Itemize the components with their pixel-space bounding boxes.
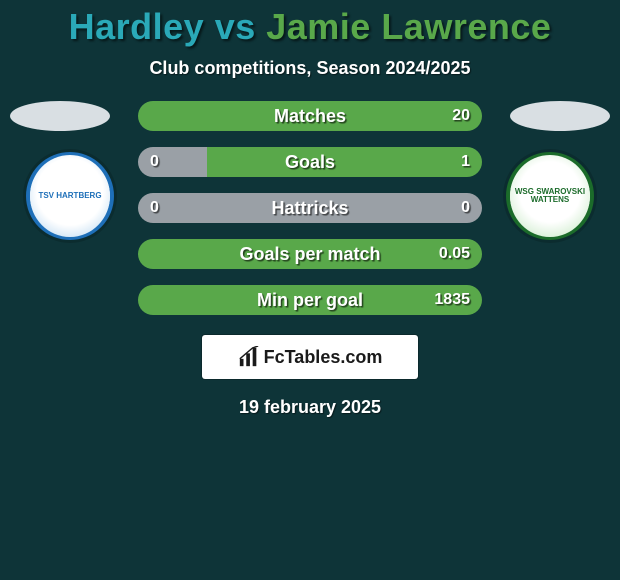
subtitle: Club competitions, Season 2024/2025 <box>0 58 620 79</box>
bar-chart-icon <box>238 346 260 368</box>
stat-value-b: 1835 <box>434 285 470 315</box>
stat-row: Goals per match0.05 <box>138 239 482 269</box>
brand-text: FcTables.com <box>264 347 383 368</box>
club-badge-b: WSG SWAROVSKI WATTENS <box>500 151 600 241</box>
comparison-content: TSV HARTBERG WSG SWAROVSKI WATTENS Match… <box>0 101 620 315</box>
club-badge-a-label: TSV HARTBERG <box>30 155 110 237</box>
stat-value-b: 0.05 <box>439 239 470 269</box>
stat-value-b: 0 <box>461 193 470 223</box>
stat-label: Goals <box>138 147 482 177</box>
stat-row: Hattricks0 0 <box>138 193 482 223</box>
title-player-a: Hardley <box>69 6 205 47</box>
club-badge-b-circle: WSG SWAROVSKI WATTENS <box>506 152 594 240</box>
player-b-ellipse <box>510 101 610 131</box>
page-title: Hardley vs Jamie Lawrence <box>0 0 620 48</box>
stat-rows: Matches20Goals01Hattricks00Goals per mat… <box>138 101 482 315</box>
player-a-ellipse <box>10 101 110 131</box>
stat-value-b: 1 <box>461 147 470 177</box>
stat-row: Min per goal1835 <box>138 285 482 315</box>
stat-row: Matches20 <box>138 101 482 131</box>
footer-date: 19 february 2025 <box>0 397 620 418</box>
stat-value-a: 0 <box>150 147 159 177</box>
stat-label: Matches <box>138 101 482 131</box>
brand-box[interactable]: FcTables.com <box>202 335 418 379</box>
stat-label: Goals per match <box>138 239 482 269</box>
stat-row: Goals0 1 <box>138 147 482 177</box>
club-badge-a: TSV HARTBERG <box>20 151 120 241</box>
club-badge-b-label: WSG SWAROVSKI WATTENS <box>510 155 590 237</box>
stat-value-a: 0 <box>150 193 159 223</box>
stat-label: Hattricks <box>138 193 482 223</box>
club-badge-a-circle: TSV HARTBERG <box>26 152 114 240</box>
stat-value-b: 20 <box>452 101 470 131</box>
title-player-b: Jamie Lawrence <box>266 6 551 47</box>
stat-label: Min per goal <box>138 285 482 315</box>
title-vs: vs <box>204 6 266 47</box>
